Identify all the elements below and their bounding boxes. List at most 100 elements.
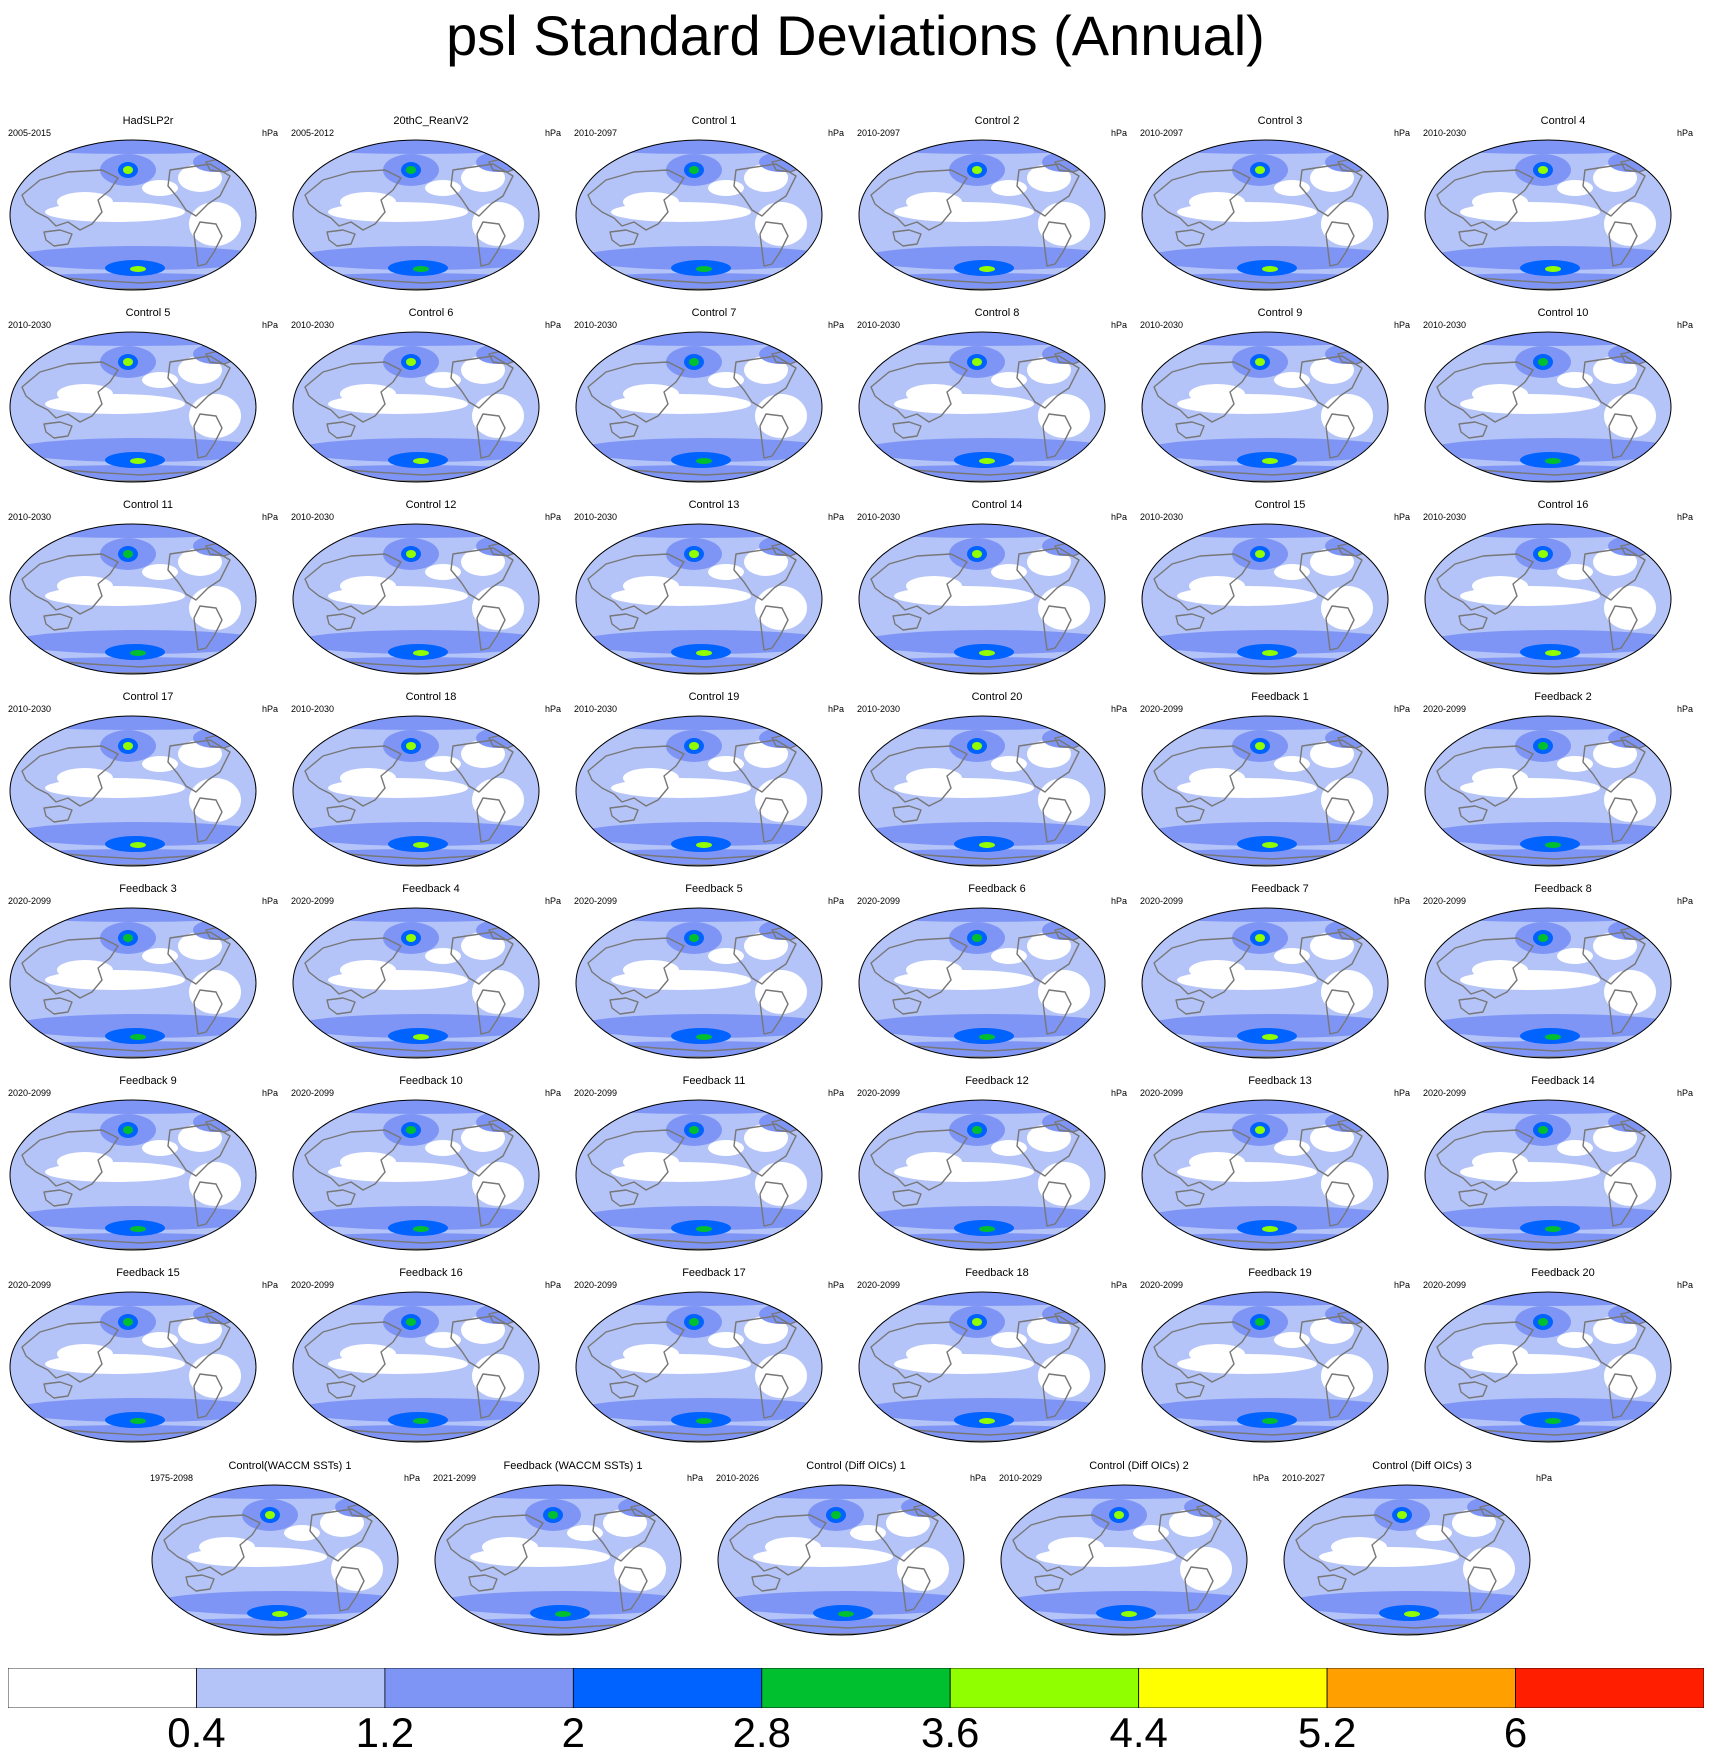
coastline [609, 229, 639, 247]
field-band [1142, 908, 1388, 922]
field-band [576, 1292, 822, 1306]
field-low [142, 564, 178, 580]
map-border [1141, 715, 1389, 867]
coastline [326, 1189, 356, 1207]
field-low [765, 1537, 821, 1557]
coastline [450, 547, 514, 601]
panel-units: hPa [261, 896, 278, 906]
colorbar-segment [8, 1668, 197, 1708]
panel-years: 2010-2030 [291, 320, 335, 330]
panel-years: 2010-2030 [1140, 320, 1184, 330]
map-panel: Control 2 2010-2097 hPa [857, 114, 1137, 304]
map-panel: Feedback 1 2020-2099 hPa [1140, 690, 1420, 880]
field-band [576, 332, 822, 346]
field-max [696, 458, 712, 464]
coastline [1299, 739, 1363, 793]
coastline [1042, 1181, 1072, 1227]
panel-units: hPa [827, 320, 844, 330]
coastline [587, 361, 685, 423]
field-max [972, 742, 982, 750]
panel-units: hPa [261, 320, 278, 330]
panel-years: 2020-2099 [1140, 1088, 1184, 1098]
coastline [21, 553, 119, 615]
panel-title: Control (Diff OICs) 2 [1089, 1460, 1189, 1472]
coastline [1034, 1574, 1064, 1592]
field-band [1425, 524, 1671, 538]
map-svg [1424, 715, 1672, 867]
panel-units: hPa [1110, 512, 1127, 522]
panel-units: hPa [827, 1280, 844, 1290]
panel-units: hPa [1393, 128, 1410, 138]
field-band [293, 524, 539, 538]
map-panel: Feedback 16 2020-2099 hPa [291, 1266, 571, 1456]
map-border [434, 1484, 682, 1636]
colorbar-tick-label: 2.8 [732, 1709, 791, 1756]
colorbar-tick-label: 1.2 [355, 1709, 415, 1756]
panel-title: Feedback 14 [1531, 1075, 1595, 1087]
coastline [304, 169, 402, 231]
field-max [1262, 458, 1278, 464]
map-border [1424, 907, 1672, 1059]
coastline [1582, 1123, 1646, 1177]
field-low [1274, 372, 1310, 388]
coastline [450, 1123, 514, 1177]
field-low [991, 1140, 1027, 1156]
field-low [142, 1332, 178, 1348]
map-panel: Feedback 4 2020-2099 hPa [291, 882, 571, 1072]
coastline [476, 1181, 506, 1227]
map-border [717, 1484, 965, 1636]
field-low [482, 1537, 538, 1557]
panel-title: Feedback 5 [685, 883, 743, 895]
coastline [751, 1574, 781, 1592]
panel-units: hPa [261, 512, 278, 522]
coastline [1325, 797, 1355, 843]
field-max [696, 1226, 712, 1232]
coastline [609, 421, 639, 439]
panel-title: Feedback 10 [399, 1075, 463, 1087]
panel-years: 1975-2098 [150, 1473, 194, 1483]
field-max [413, 266, 429, 272]
panel-title: Feedback 18 [965, 1267, 1029, 1279]
panel-units: hPa [544, 1088, 561, 1098]
map-svg [9, 1291, 257, 1443]
coastline [1441, 1508, 1505, 1562]
field-low [1557, 756, 1593, 772]
field-max [979, 650, 995, 656]
field-low [1274, 756, 1310, 772]
panel-years: 2010-2030 [574, 704, 618, 714]
field-max [831, 1511, 841, 1519]
coastline [1436, 361, 1534, 423]
coastline [1458, 997, 1488, 1015]
panel-years: 2020-2099 [291, 1088, 335, 1098]
field-low [425, 372, 461, 388]
field-low [340, 192, 396, 212]
panel-title: Control 20 [971, 691, 1023, 703]
field-band [718, 1485, 964, 1499]
field-low [567, 1525, 603, 1541]
field-max [555, 1611, 571, 1617]
coastline [1582, 355, 1646, 409]
field-low [708, 1140, 744, 1156]
field-low [708, 180, 744, 196]
field-max [1121, 1611, 1137, 1617]
coastline [167, 355, 231, 409]
field-low [1557, 1332, 1593, 1348]
map-svg [1141, 139, 1389, 291]
map-panel: Feedback 7 2020-2099 hPa [1140, 882, 1420, 1072]
field-band [1425, 140, 1671, 154]
field-low [1416, 1525, 1452, 1541]
field-band [293, 1100, 539, 1114]
coastline [1016, 1315, 1080, 1369]
coastline [167, 1123, 231, 1177]
coastline [733, 1315, 797, 1369]
coastline [43, 613, 73, 631]
map-panel: Feedback (WACCM SSTs) 1 2021-2099 hPa [433, 1459, 713, 1649]
coastline [733, 355, 797, 409]
coastline [43, 1189, 73, 1207]
field-max [1255, 358, 1265, 366]
field-band [1425, 908, 1671, 922]
field-low [1189, 576, 1245, 596]
field-max [1255, 934, 1265, 942]
colorbar-tick-label: 3.6 [921, 1709, 980, 1756]
map-panel: 20thC_ReanV2 2005-2012 hPa [291, 114, 571, 304]
